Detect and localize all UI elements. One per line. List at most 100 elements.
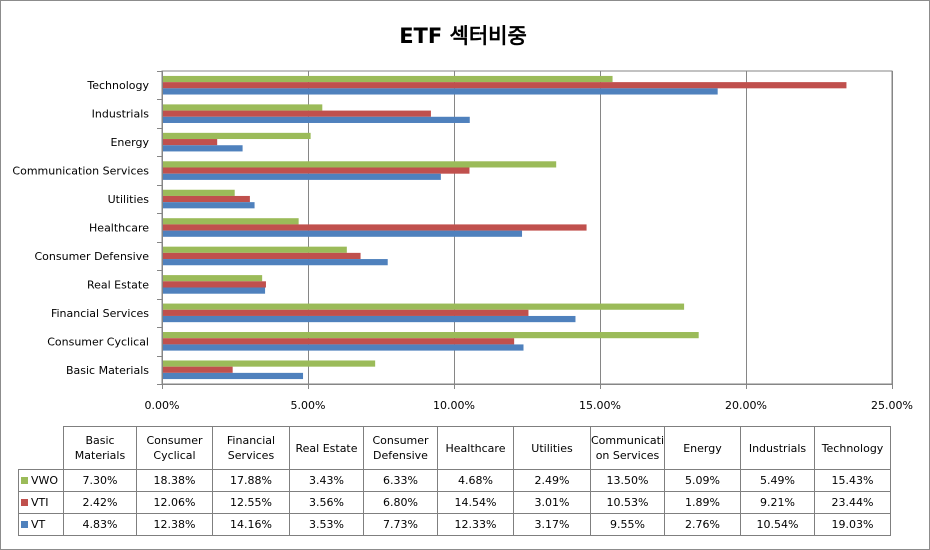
axes [157,71,893,389]
legend-key-vwo [21,476,28,484]
table-header-communication-services: Communicati on Services [590,426,665,470]
table-cell-vt-technology: 19.03% [814,513,891,536]
legend-entry-vwo: VWO [18,469,64,492]
table-cell-vt-financial-services: 14.16% [212,513,290,536]
table-header-healthcare: Healthcare [437,426,514,470]
table-cell-vwo-financial-services: 17.88% [212,469,290,492]
x-tick-label: 15.00% [579,399,621,412]
legend-key-vt [21,520,28,528]
table-cell-vt-healthcare: 12.33% [437,513,514,536]
bar-vt-utilities [162,202,255,209]
bar-vwo-real-estate [162,275,263,282]
table-cell-vti-utilities: 3.01% [513,491,591,514]
legend-label: VWO [31,474,59,487]
table-cell-vwo-communication-services: 13.50% [590,469,665,492]
bar-vti-energy [162,139,218,146]
table-header-row: Basic Materials Consumer Cyclical Financia… [18,426,891,470]
bar-vt-consumer-defensive [162,259,388,266]
category-label-basic-materials: Basic Materials [66,364,149,377]
x-tick-label: 25.00% [871,399,913,412]
table-cell-vti-basic-materials: 2.42% [63,491,137,514]
table-header-technology: Technology [814,426,891,470]
data-table: Basic Materials Consumer Cyclical Financia… [18,426,891,536]
bar-vwo-energy [162,132,311,140]
bar-vt-technology [162,88,718,95]
bar-vwo-financial-services [162,303,685,310]
bar-vwo-consumer-defensive [162,246,347,253]
category-label-technology: Technology [86,79,149,92]
bar-vt-real-estate [162,287,266,294]
bar-vwo-utilities [162,189,235,196]
table-cell-vwo-technology: 15.43% [814,469,891,492]
table-header-basic-materials: Basic Materials [63,426,137,470]
table-header-utilities: Utilities [513,426,591,470]
table-cell-vti-consumer-defensive: 6.80% [363,491,438,514]
table-cell-vti-communication-services: 10.53% [590,491,665,514]
bar-vti-healthcare [162,224,587,231]
table-cell-vwo-energy: 5.09% [664,469,741,492]
table-cell-vwo-healthcare: 4.68% [437,469,514,492]
table-row-vwo: VWO 7.30% 18.38% 17.88% 3.43% 6.33% 4.68% 2.49%… [18,469,891,492]
x-tick-label: 20.00% [725,399,767,412]
table-cell-vt-real-estate: 3.53% [289,513,364,536]
bar-vti-communication-services [162,167,470,174]
table-header-consumer-defensive: Consumer Defensive [363,426,438,470]
table-corner [18,426,64,470]
table-cell-vt-basic-materials: 4.83% [63,513,137,536]
table-cell-vti-energy: 1.89% [664,491,741,514]
table-cell-vt-consumer-cyclical: 12.38% [136,513,213,536]
bar-vti-financial-services [162,309,529,316]
table-header-consumer-cyclical: Consumer Cyclical [136,426,213,470]
bar-vt-financial-services [162,315,576,323]
axis-labels: 0.00% 5.00% 10.00% 15.00% 20.00% 25.00% Basic … [12,79,913,412]
legend-entry-vt: VT [18,513,64,536]
bar-vwo-communication-services [162,161,557,168]
table-row-vti: VTI 2.42% 12.06% 12.55% 3.56% 6.80% 14.54% 3.01… [18,491,891,514]
bar-vt-consumer-cyclical [162,344,524,351]
table-cell-vti-real-estate: 3.56% [289,491,364,514]
category-label-utilities: Utilities [108,193,150,206]
legend-entry-vti: VTI [18,491,64,514]
table-body: VWO 7.30% 18.38% 17.88% 3.43% 6.33% 4.68% 2.49%… [18,469,891,536]
bar-vti-industrials [162,110,431,117]
x-tick-label: 0.00% [145,399,180,412]
legend-label: VTI [31,496,49,509]
category-label-consumer-defensive: Consumer Defensive [34,250,149,263]
table-cell-vwo-consumer-cyclical: 18.38% [136,469,213,492]
category-label-communication-services: Communication Services [12,165,149,178]
category-label-financial-services: Financial Services [51,307,149,320]
x-tick-label: 10.00% [433,399,475,412]
bar-vwo-healthcare [162,218,299,225]
bar-vti-technology [162,82,847,89]
table-cell-vti-industrials: 9.21% [740,491,815,514]
bar-vt-energy [162,145,243,152]
table-row-vt: VT 4.83% 12.38% 14.16% 3.53% 7.73% 12.33% 3.17%… [18,513,891,536]
bar-vti-basic-materials [162,366,233,373]
x-tick-label: 5.00% [291,399,326,412]
bar-vt-healthcare [162,230,523,237]
table-cell-vt-industrials: 10.54% [740,513,815,536]
bar-vt-industrials [162,116,470,123]
table-cell-vt-energy: 2.76% [664,513,741,536]
category-label-energy: Energy [110,136,149,149]
bar-vti-real-estate [162,281,266,288]
table-header-industrials: Industrials [740,426,815,470]
bar-vwo-basic-materials [162,360,376,367]
table-cell-vti-financial-services: 12.55% [212,491,290,514]
table-cell-vwo-basic-materials: 7.30% [63,469,137,492]
category-label-healthcare: Healthcare [89,222,149,235]
table-cell-vti-consumer-cyclical: 12.06% [136,491,213,514]
table-cell-vwo-real-estate: 3.43% [289,469,364,492]
bar-vt-communication-services [162,173,441,180]
table-cell-vti-technology: 23.44% [814,491,891,514]
table-header-real-estate: Real Estate [289,426,364,470]
bar-vti-consumer-defensive [162,252,361,260]
category-label-real-estate: Real Estate [87,278,149,291]
bar-vt-basic-materials [162,372,304,380]
bar-vti-consumer-cyclical [162,338,515,345]
bar-vti-utilities [162,195,250,203]
legend-key-vti [21,498,28,506]
legend-label: VT [31,518,46,531]
